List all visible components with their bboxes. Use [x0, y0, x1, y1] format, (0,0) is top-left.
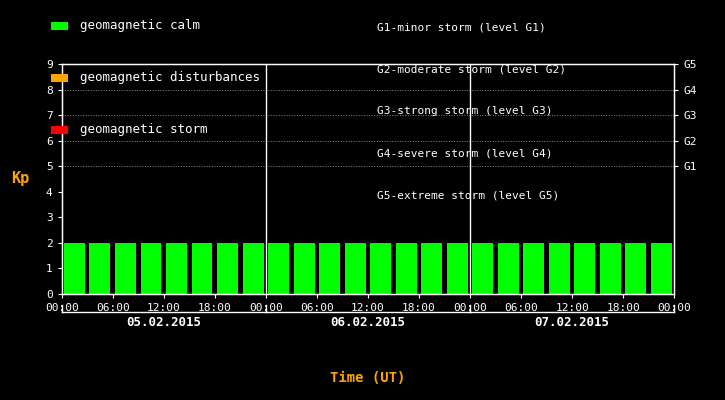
Bar: [421, 243, 442, 294]
Text: G1-minor storm (level G1): G1-minor storm (level G1): [377, 22, 546, 32]
Bar: [64, 243, 85, 294]
Bar: [651, 243, 672, 294]
Text: G3-strong storm (level G3): G3-strong storm (level G3): [377, 106, 552, 116]
Text: Time (UT): Time (UT): [331, 371, 405, 385]
Text: 05.02.2015: 05.02.2015: [126, 316, 202, 328]
Bar: [574, 243, 595, 294]
Bar: [166, 243, 187, 294]
Bar: [294, 243, 315, 294]
Bar: [141, 243, 162, 294]
Bar: [600, 243, 621, 294]
Text: geomagnetic storm: geomagnetic storm: [80, 124, 207, 136]
Bar: [370, 243, 392, 294]
Bar: [268, 243, 289, 294]
Bar: [447, 243, 468, 294]
Text: G4-severe storm (level G4): G4-severe storm (level G4): [377, 148, 552, 158]
Text: 06.02.2015: 06.02.2015: [331, 316, 405, 328]
Bar: [549, 243, 570, 294]
Bar: [473, 243, 493, 294]
Text: G5-extreme storm (level G5): G5-extreme storm (level G5): [377, 190, 559, 200]
Bar: [89, 243, 110, 294]
Bar: [523, 243, 544, 294]
Bar: [217, 243, 238, 294]
Text: geomagnetic disturbances: geomagnetic disturbances: [80, 72, 260, 84]
Text: G2-moderate storm (level G2): G2-moderate storm (level G2): [377, 64, 566, 74]
Bar: [115, 243, 136, 294]
Bar: [344, 243, 365, 294]
Bar: [396, 243, 417, 294]
Text: Kp: Kp: [11, 172, 30, 186]
Bar: [319, 243, 340, 294]
Bar: [498, 243, 519, 294]
Bar: [626, 243, 647, 294]
Text: 07.02.2015: 07.02.2015: [534, 316, 610, 328]
Text: geomagnetic calm: geomagnetic calm: [80, 20, 200, 32]
Bar: [191, 243, 212, 294]
Bar: [243, 243, 263, 294]
